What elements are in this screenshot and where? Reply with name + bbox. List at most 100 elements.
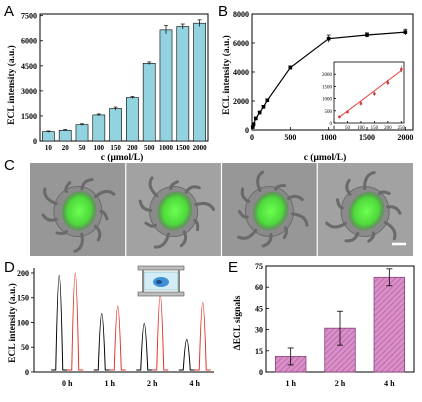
panel-b-point xyxy=(365,33,369,37)
panel-d-peak-black xyxy=(93,313,110,371)
panel-d-ytick-label: 200 xyxy=(17,269,29,278)
panel-letter-b: B xyxy=(218,3,228,20)
cell-protrusion xyxy=(179,230,188,248)
cell-protrusion xyxy=(93,190,116,199)
panel-d-ytick-label: 150 xyxy=(17,294,29,303)
cell-fluorescence xyxy=(348,191,385,231)
panel-d-xtick-label: 1 h xyxy=(105,379,116,388)
panel-d-ytick-label: 100 xyxy=(17,318,29,327)
cell-protrusion xyxy=(73,232,84,253)
panel-d-peak-black xyxy=(51,274,68,371)
cell-fluorescence xyxy=(253,191,289,231)
cell-protrusion xyxy=(367,231,376,243)
cell-protrusion xyxy=(261,232,273,248)
panel-d-ytick-label: 0 xyxy=(25,368,29,377)
cell-protrusion xyxy=(193,218,200,232)
cell-protrusion xyxy=(383,221,397,241)
panel-b-point xyxy=(288,65,293,70)
panel-e-xtick-label: 2 h xyxy=(335,379,346,388)
panel-a-bar xyxy=(109,108,122,142)
cell-protrusion xyxy=(55,229,68,236)
cell-protrusion xyxy=(256,170,265,193)
cell-protrusion xyxy=(386,205,402,215)
panel-letter-d: D xyxy=(4,259,15,276)
cell-protrusion xyxy=(80,178,94,191)
panel-a-xtick-label: 2000 xyxy=(193,144,208,152)
panel-a-ytick-label: 1500 xyxy=(21,112,37,121)
panel-a-ylabel: ECL intensity (a.u.) xyxy=(6,45,17,125)
panel-b-xtick-label: 0 xyxy=(250,133,254,142)
panel-a-xlabel: c (μmol/L) xyxy=(101,152,144,163)
cell-protrusion xyxy=(240,187,251,203)
cell-protrusion xyxy=(148,176,159,198)
panel-e-ylabel: ΔECL signals xyxy=(233,295,243,350)
panel-a-bar xyxy=(126,97,139,142)
panel-b-inset-ytick-label: 0 xyxy=(330,122,333,127)
cell-protrusion xyxy=(378,190,391,196)
panel-e-ytick-label: 60 xyxy=(255,283,263,292)
panel-d-peak-black xyxy=(178,338,195,371)
cell-protrusion xyxy=(169,180,179,191)
panel-b-inset-fit-line xyxy=(339,70,402,118)
panel-b-inset-point xyxy=(400,68,403,71)
cell-protrusion xyxy=(274,184,286,191)
panel-b-inset-xtick-label: 200 xyxy=(384,126,392,131)
panel-b-ytick-label: 4000 xyxy=(233,68,249,77)
panel-a-bar xyxy=(176,26,190,142)
panel-a-xtick-label: 20 xyxy=(62,144,70,152)
panel-a-frame xyxy=(39,13,209,142)
panel-a-xtick-label: 10 xyxy=(45,144,53,152)
panel-b-inset-point xyxy=(373,92,376,95)
panel-d-peak-red xyxy=(67,272,84,371)
cell-protrusion xyxy=(64,181,72,194)
cell-protrusion xyxy=(144,221,157,228)
panel-d-ecl-traces: 0 50 100 150 200 0 h 1 h 2 h 4 h xyxy=(17,268,214,388)
panel-a-ytick-label: 6000 xyxy=(21,37,37,46)
cell-protrusion xyxy=(99,210,109,221)
panel-b-inset-xtick-label: 50 xyxy=(345,126,351,131)
panel-b-ytick-label: 6000 xyxy=(233,39,249,48)
panel-b-inset-ytick-label: 1500 xyxy=(322,85,333,90)
panel-b-series-line xyxy=(252,31,406,128)
panel-a-bar xyxy=(159,29,173,142)
panel-a-ytick-label: 0 xyxy=(33,137,37,146)
panel-a-xtick-label: 150 xyxy=(110,144,121,152)
panel-a-xtick-label: 100 xyxy=(94,144,105,152)
panel-e-ytick-label: 15 xyxy=(255,347,263,356)
panel-b-point xyxy=(261,105,266,109)
panel-d-ytick-label: 50 xyxy=(21,343,29,352)
cell-protrusion xyxy=(138,199,153,212)
cell-protrusion xyxy=(41,213,58,222)
cell-protrusion xyxy=(43,187,58,206)
panel-b-xtick-label: 2000 xyxy=(397,133,413,142)
panel-a-bar xyxy=(92,114,106,142)
cell-protrusion xyxy=(194,201,216,212)
panel-d-peak-red xyxy=(194,302,211,371)
panel-a-bar xyxy=(193,22,206,142)
panel-a-bar xyxy=(58,130,72,142)
cell-protrusion xyxy=(363,171,376,191)
cell-protrusion xyxy=(290,212,309,227)
panel-e-xtick-label: 1 h xyxy=(285,379,296,388)
panel-b-inset-xtick-label: 250 xyxy=(398,126,406,131)
panel-d-peak-black xyxy=(136,322,153,371)
panel-letter-a: A xyxy=(4,3,14,20)
cell-protrusion xyxy=(336,198,344,210)
panel-b-ylabel: ECL intensity (a.u.) xyxy=(221,35,232,115)
panel-b-xtick-label: 1000 xyxy=(321,133,337,142)
panel-d-xtick-label: 0 h xyxy=(62,379,73,388)
panel-b-inset-xtick-label: 100 xyxy=(357,126,365,131)
panel-d-xtick-label: 2 h xyxy=(147,379,158,388)
panel-d-xtick-label: 4 h xyxy=(190,379,201,388)
panel-b-point xyxy=(265,98,270,103)
cell-fluorescence xyxy=(61,190,97,231)
panel-e-ytick-label: 0 xyxy=(259,368,263,377)
cell-protrusion xyxy=(286,194,304,202)
panel-d-ylabel: ECL intensity (a.u.) xyxy=(7,283,18,363)
panel-b-point xyxy=(257,110,262,115)
panel-b-xtick-label: 500 xyxy=(284,133,296,142)
panel-b-point xyxy=(250,125,255,129)
cell-protrusion xyxy=(153,232,170,249)
